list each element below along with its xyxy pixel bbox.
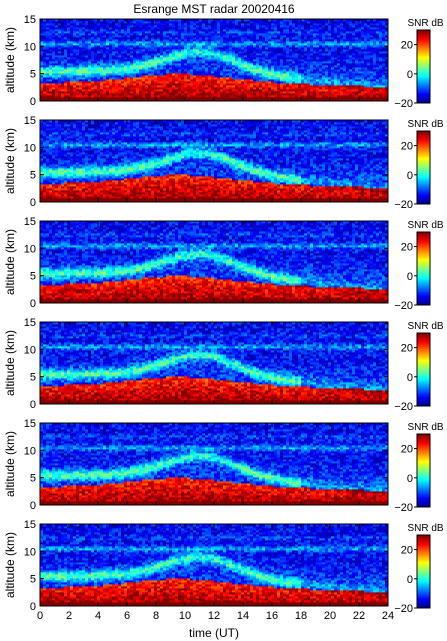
colorbar: SNR dB 20 0 −20	[394, 18, 444, 110]
panel-2: 051015altitude (km)SNR dB200−20	[3, 115, 444, 211]
y-tick-label: 10	[24, 41, 36, 53]
colorbar-tick-label: 20	[401, 40, 413, 52]
colorbar-tick-label: −20	[394, 98, 413, 110]
y-tick-label: 5	[30, 69, 36, 81]
chart-title: Esrange MST radar 20020416	[133, 2, 295, 16]
y-tick-label: 15	[24, 14, 36, 26]
panel-1: 0 5 10 15 altitude (km) SNR dB 20 0 −20	[3, 14, 444, 110]
colorbar-label: SNR dB	[407, 18, 443, 29]
colorbar-tick-label: 0	[407, 69, 413, 81]
heatmap-panel-1	[40, 19, 388, 101]
y-tick-label: 0	[30, 96, 36, 108]
y-axis-label: altitude (km)	[3, 27, 17, 93]
heatmap-panel-2	[40, 120, 388, 202]
